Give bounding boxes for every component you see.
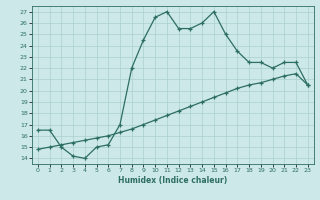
X-axis label: Humidex (Indice chaleur): Humidex (Indice chaleur) <box>118 176 228 185</box>
